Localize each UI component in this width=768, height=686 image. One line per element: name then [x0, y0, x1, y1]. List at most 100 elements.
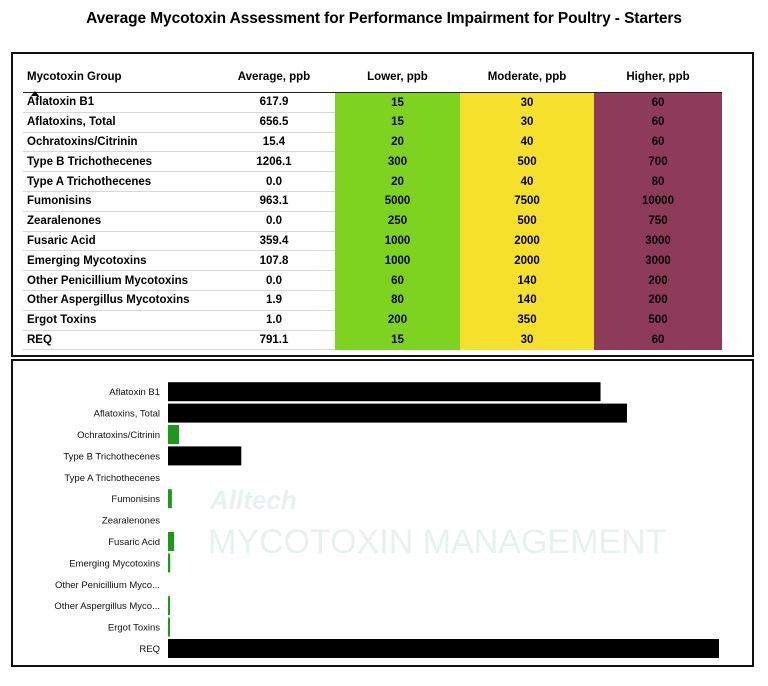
- bar-chart: Alltech MYCOTOXIN MANAGEMENT Aflatoxin B…: [54, 382, 719, 658]
- cell-moderate: 500: [460, 151, 594, 172]
- bar[interactable]: [168, 446, 242, 466]
- table-row[interactable]: Aflatoxin B1 617.9 15 30 60: [23, 92, 722, 113]
- cell-moderate: 2000: [460, 250, 594, 271]
- cell-lower: 200: [335, 310, 460, 331]
- cell-average: 0.0: [213, 211, 335, 232]
- cell-higher: 60: [594, 112, 722, 133]
- cell-higher: 60: [594, 92, 722, 113]
- table-row[interactable]: Ochratoxins/Citrinin 15.4 20 40 60: [23, 132, 722, 153]
- cell-moderate: 2000: [460, 231, 594, 251]
- bar[interactable]: [168, 382, 601, 402]
- cell-lower: 300: [335, 151, 460, 172]
- cell-higher: 200: [594, 290, 722, 311]
- bar[interactable]: [168, 403, 627, 423]
- cell-mycotoxin-name: Aflatoxin B1: [23, 92, 213, 113]
- table-row[interactable]: Type A Trichothecenes 0.0 20 40 80: [23, 171, 722, 192]
- cell-lower: 15: [335, 92, 460, 113]
- category-label: Other Penicillium Myco...: [55, 580, 160, 591]
- header-lower[interactable]: Lower, ppb: [335, 62, 460, 93]
- cell-moderate: 140: [460, 270, 594, 291]
- category-label: Type A Trichothecenes: [64, 473, 160, 484]
- table-row[interactable]: Other Aspergillus Mycotoxins 1.9 80 140 200: [23, 290, 722, 311]
- category-label: Type B Trichothecenes: [63, 451, 160, 462]
- table-row[interactable]: Fusaric Acid 359.4 1000 2000 3000: [23, 231, 722, 252]
- assessment-table: Mycotoxin Group Average, ppb Lower, ppb …: [23, 62, 722, 351]
- cell-mycotoxin-name: Ergot Toxins: [23, 310, 213, 331]
- table-row[interactable]: Emerging Mycotoxins 107.8 1000 2000 3000: [23, 250, 722, 272]
- bar[interactable]: [168, 596, 170, 616]
- cell-average: 107.8: [213, 250, 335, 272]
- assessment-table-panel: Mycotoxin Group Average, ppb Lower, ppb …: [11, 52, 754, 357]
- cell-mycotoxin-name: Type B Trichothecenes: [23, 151, 213, 173]
- category-labels: Aflatoxin B1 Aflatoxins, Total Ochratoxins…: [54, 387, 160, 655]
- cell-mycotoxin-name: Ochratoxins/Citrinin: [23, 132, 213, 153]
- cell-lower: 5000: [335, 191, 460, 212]
- cell-lower: 250: [335, 211, 460, 232]
- table-row[interactable]: Other Penicillium Mycotoxins 0.0 60 140 200: [23, 270, 722, 291]
- header-mycotoxin-group[interactable]: Mycotoxin Group: [23, 62, 213, 96]
- cell-higher: 500: [594, 310, 722, 331]
- cell-moderate: 40: [460, 132, 594, 152]
- watermark: Alltech MYCOTOXIN MANAGEMENT: [208, 485, 666, 561]
- cell-average: 1.0: [213, 310, 335, 331]
- cell-higher: 750: [594, 211, 722, 232]
- cell-higher: 3000: [594, 231, 722, 251]
- table-header-row: Mycotoxin Group Average, ppb Lower, ppb …: [23, 62, 722, 96]
- bar[interactable]: [168, 553, 171, 573]
- category-label: Ergot Toxins: [108, 623, 160, 634]
- header-higher[interactable]: Higher, ppb: [594, 62, 722, 93]
- cell-moderate: 40: [460, 171, 594, 192]
- bar[interactable]: [168, 489, 172, 509]
- cell-moderate: 140: [460, 290, 594, 311]
- cell-mycotoxin-name: Zearalenones: [23, 211, 213, 232]
- cell-lower: 1000: [335, 250, 460, 271]
- table-row[interactable]: Aflatoxins, Total 656.5 15 30 60: [23, 112, 722, 133]
- bar[interactable]: [168, 425, 180, 444]
- cell-mycotoxin-name: Emerging Mycotoxins: [23, 250, 213, 272]
- cell-average: 656.5: [213, 112, 335, 133]
- table-row[interactable]: Type B Trichothecenes 1206.1 300 500 700: [23, 151, 722, 173]
- table-row[interactable]: Ergot Toxins 1.0 200 350 500: [23, 310, 722, 331]
- cell-moderate: 350: [460, 310, 594, 331]
- bar[interactable]: [168, 532, 175, 551]
- cell-lower: 1000: [335, 231, 460, 251]
- cell-higher: 80: [594, 171, 722, 192]
- cell-moderate: 30: [460, 330, 594, 350]
- cell-mycotoxin-name: Fumonisins: [23, 191, 213, 212]
- cell-average: 617.9: [213, 92, 335, 113]
- cell-mycotoxin-name: Type A Trichothecenes: [23, 171, 213, 192]
- header-moderate[interactable]: Moderate, ppb: [460, 62, 594, 93]
- table-row[interactable]: REQ 791.1 15 30 60: [23, 330, 722, 351]
- cell-higher: 60: [594, 330, 722, 350]
- cell-mycotoxin-name: Fusaric Acid: [23, 231, 213, 252]
- page-title: Average Mycotoxin Assessment for Perform…: [86, 10, 682, 27]
- table-row[interactable]: Fumonisins 963.1 5000 7500 10000: [23, 191, 722, 212]
- watermark-brand: Alltech: [209, 485, 297, 515]
- header-label: Mycotoxin Group: [27, 71, 122, 83]
- bar[interactable]: [168, 639, 719, 658]
- cell-average: 1206.1: [213, 151, 335, 173]
- table-body: Aflatoxin B1 617.9 15 30 60 Aflatoxins, Total…: [23, 92, 722, 351]
- cell-average: 0.0: [213, 270, 335, 291]
- cell-average: 15.4: [213, 132, 335, 153]
- cell-higher: 700: [594, 151, 722, 172]
- category-label: Zearalenones: [102, 516, 160, 527]
- cell-mycotoxin-name: Other Penicillium Mycotoxins: [23, 270, 213, 291]
- watermark-text: MYCOTOXIN MANAGEMENT: [208, 523, 666, 561]
- bar-chart-panel: Alltech MYCOTOXIN MANAGEMENT Aflatoxin B…: [11, 359, 754, 667]
- cell-average: 0.0: [213, 171, 335, 192]
- table-row[interactable]: Zearalenones 0.0 250 500 750: [23, 211, 722, 232]
- cell-lower: 20: [335, 132, 460, 152]
- cell-higher: 200: [594, 270, 722, 291]
- category-label: REQ: [139, 644, 160, 655]
- sort-ascending-icon[interactable]: [31, 91, 39, 96]
- header-average[interactable]: Average, ppb: [213, 62, 335, 93]
- cell-average: 963.1: [213, 191, 335, 212]
- bar[interactable]: [168, 617, 170, 637]
- category-label: Other Aspergillus Myco...: [54, 601, 160, 612]
- cell-moderate: 500: [460, 211, 594, 232]
- cell-average: 791.1: [213, 330, 335, 351]
- category-label: Aflatoxin B1: [109, 387, 160, 398]
- cell-moderate: 30: [460, 92, 594, 113]
- cell-higher: 10000: [594, 191, 722, 212]
